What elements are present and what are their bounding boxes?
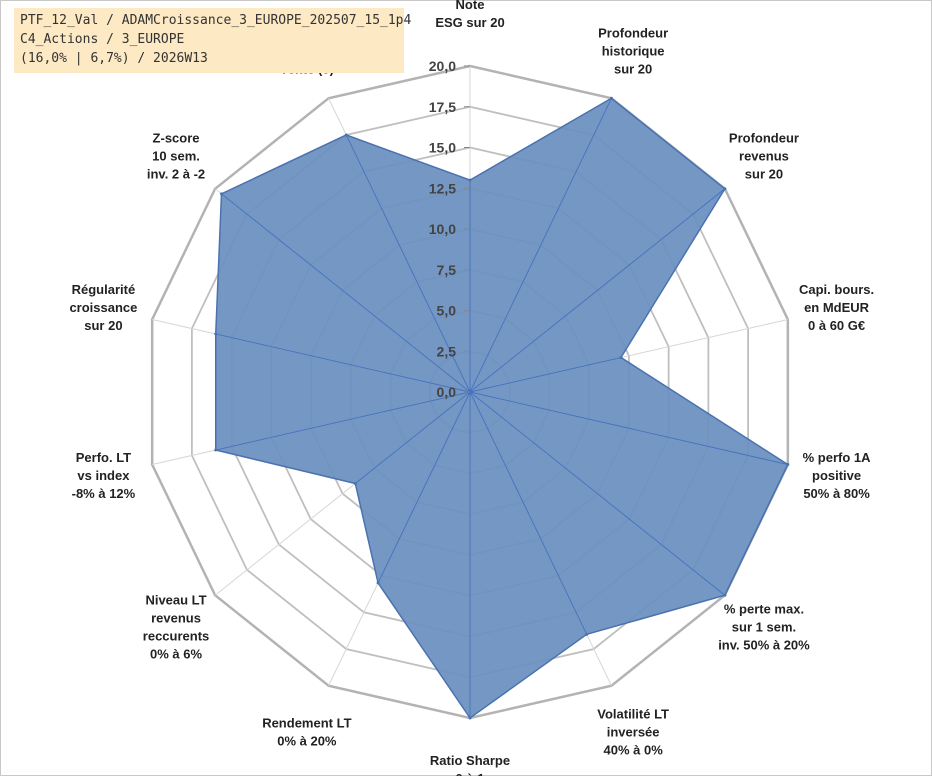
axis-label-line: Capi. bours. <box>799 282 874 297</box>
axis-label-line: 0% à 20% <box>277 734 337 749</box>
axis-label-line: Profondeur <box>598 25 668 40</box>
axis-label-line: reccurents <box>143 629 209 644</box>
data-point <box>723 593 727 597</box>
tick-label: 5,0 <box>437 303 457 319</box>
axis-label-line: 40% à 0% <box>604 743 664 758</box>
data-point <box>353 481 357 485</box>
data-point <box>585 632 589 636</box>
axis-label-line: Z-score <box>153 130 200 145</box>
info-line-1: PTF_12_Val / ADAMCroissance_3_EUROPE_202… <box>20 13 412 28</box>
axis-label-line: vs index <box>77 468 130 483</box>
axis-label-line: Profondeur <box>729 130 799 145</box>
series-spoke <box>469 391 588 635</box>
series-spoke <box>469 357 622 393</box>
series-spoke <box>469 188 726 393</box>
series-spoke <box>221 193 471 393</box>
axis-label: Perfo. LT vs index -8% à 12% <box>72 450 136 501</box>
data-point <box>723 187 727 191</box>
axis-label: Volatilité LT inversée 40% à 0% <box>597 707 669 758</box>
series-spoke <box>215 391 471 451</box>
axis-label-line: positive <box>812 468 861 483</box>
data-point <box>786 463 790 467</box>
portfolio-info-box: PTF_12_Val / ADAMCroissance_3_EUROPE_202… <box>14 8 412 73</box>
axis-label: Rendement LT 0% à 20% <box>262 716 351 749</box>
axis-label: Note ESG sur 20 <box>435 0 504 30</box>
data-point <box>609 96 613 100</box>
axis-label-line: 10 sem. <box>152 148 200 163</box>
tick-label: 7,5 <box>437 262 457 278</box>
data-point <box>214 448 218 452</box>
axis-label-line: 50% à 80% <box>803 486 870 501</box>
axis-label-line: 0% à 6% <box>150 647 202 662</box>
data-point <box>214 332 218 336</box>
axis-label-line: sur 20 <box>614 61 652 76</box>
axis-label-line: croissance <box>69 300 137 315</box>
axis-label-line: Ratio Sharpe <box>430 753 510 768</box>
series-spoke <box>469 98 612 393</box>
axis-label: Z-score 10 sem. inv. 2 à -2 <box>147 130 205 181</box>
info-line-3: (16,0% | 6,7%) / 2026W13 <box>20 51 208 66</box>
axis-label-line: inv. 50% à 20% <box>718 638 810 653</box>
series-area <box>214 97 789 720</box>
axis-label: % perfo 1A positive 50% à 80% <box>803 450 872 501</box>
axis-label-line: -8% à 12% <box>72 486 136 501</box>
axis-label-line: sur 20 <box>84 318 122 333</box>
series-spoke <box>215 333 471 393</box>
axis-label-line: Note <box>456 0 485 12</box>
data-point <box>219 192 223 196</box>
axis-label-line: sur 20 <box>745 166 783 181</box>
series-spoke <box>355 391 471 484</box>
tick-label: 0,0 <box>437 384 457 400</box>
axis-label: Niveau LT revenus reccurents 0% à 6% <box>143 593 209 662</box>
tick-label: 15,0 <box>429 140 456 156</box>
axis-label-line: en MdEUR <box>804 300 870 315</box>
axis-label-line: inv. 2 à -2 <box>147 166 205 181</box>
axis-label-line: Volatilité LT <box>597 707 669 722</box>
axis-label: % perte max. sur 1 sem. inv. 50% à 20% <box>718 602 810 653</box>
axis-label-line: historique <box>602 43 665 58</box>
tick-label: 17,5 <box>429 99 456 115</box>
radial-tick-labels: 0,0 2,5 5,0 7,5 10,0 12,5 15,0 17,5 20,0 <box>429 58 470 400</box>
axis-label-line: sur 1 sem. <box>732 620 796 635</box>
axis-label-line: revenus <box>151 611 201 626</box>
data-point <box>468 716 472 720</box>
info-line-2: C4_Actions / 3_EUROPE <box>20 32 185 47</box>
axis-label-line: 0 à 60 G€ <box>808 318 865 333</box>
axis-label: Profondeur historique sur 20 <box>598 25 668 76</box>
series-spoke <box>469 391 788 465</box>
tick-label: 20,0 <box>429 58 456 74</box>
series-spoke <box>469 391 726 596</box>
axis-labels: Note ESG sur 20 Profondeur historique sur 20… <box>69 0 874 776</box>
data-point <box>344 133 348 137</box>
radar-series <box>214 96 790 720</box>
axis-label-line: Rendement LT <box>262 716 351 731</box>
axis-label-line: 0 à 1 <box>456 771 485 776</box>
axis-label-line: revenus <box>739 148 789 163</box>
axis-label-line: inversée <box>607 725 660 740</box>
axis-label: Profondeur revenus sur 20 <box>729 130 799 181</box>
axis-label-line: % perte max. <box>724 602 804 617</box>
tick-label: 2,5 <box>437 343 457 359</box>
axis-label-line: Niveau LT <box>145 593 206 608</box>
axis-label-line: Perfo. LT <box>76 450 131 465</box>
axis-label-line: Régularité <box>72 282 136 297</box>
data-point <box>376 581 380 585</box>
axis-label-line: ESG sur 20 <box>435 15 504 30</box>
axis-label-line: % perfo 1A <box>803 450 872 465</box>
axis-label: Capi. bours. en MdEUR 0 à 60 G€ <box>799 282 874 333</box>
tick-label: 10,0 <box>429 221 456 237</box>
data-point <box>619 356 623 360</box>
axis-label: Ratio Sharpe 0 à 1 <box>430 753 510 776</box>
axis-label: Régularité croissance sur 20 <box>69 282 137 333</box>
data-point <box>468 178 472 182</box>
series-spoke <box>377 391 471 584</box>
tick-label: 12,5 <box>429 180 456 196</box>
series-spoke <box>345 134 471 393</box>
